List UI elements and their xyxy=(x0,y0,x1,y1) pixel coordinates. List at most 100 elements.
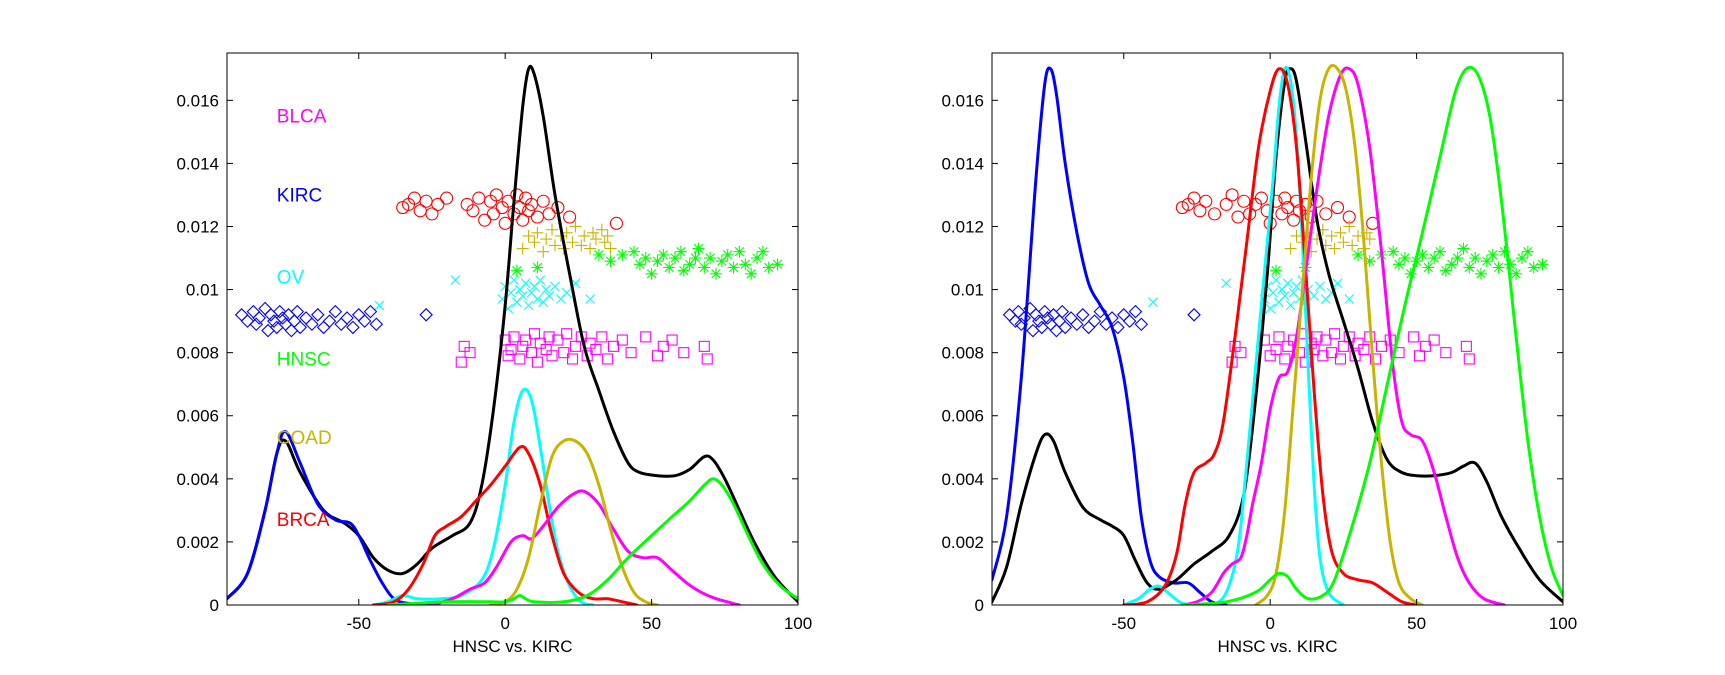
diamond-marker xyxy=(322,314,337,328)
x-marker xyxy=(1148,297,1158,308)
x-tick-label: 0 xyxy=(1265,614,1274,633)
square-marker xyxy=(1463,353,1475,365)
y-tick-label: 0.004 xyxy=(941,470,984,489)
star-marker xyxy=(1398,252,1411,265)
circle-marker xyxy=(609,216,624,230)
diamond-marker xyxy=(272,304,287,319)
star-marker xyxy=(689,252,702,265)
circle-marker xyxy=(425,207,439,221)
star-marker xyxy=(1516,252,1529,265)
square-marker xyxy=(607,340,620,352)
circle-marker xyxy=(1287,213,1301,227)
star-marker xyxy=(1475,267,1488,280)
plus-marker xyxy=(1284,242,1297,255)
star-marker xyxy=(692,242,705,255)
x-marker xyxy=(1332,278,1343,289)
square-marker xyxy=(1308,343,1320,356)
density-curve xyxy=(992,66,1228,605)
diamond-marker xyxy=(1111,320,1125,335)
x-marker xyxy=(1268,287,1278,298)
square-marker xyxy=(1419,340,1431,352)
plus-marker xyxy=(601,229,614,242)
diamond-marker xyxy=(1037,304,1052,319)
left-panel: 0 0.002 0.004 0.006 0.008 0.01 0.012 0.014 0.016… xyxy=(176,52,812,656)
x-marker xyxy=(1309,290,1319,301)
plus-marker xyxy=(528,236,541,249)
square-marker xyxy=(1428,334,1440,346)
square-marker xyxy=(625,347,637,359)
circle-marker xyxy=(542,207,556,221)
star-marker xyxy=(1498,245,1511,258)
circle-marker xyxy=(478,213,492,227)
plus-marker xyxy=(584,242,597,255)
x-tick-label: 100 xyxy=(1549,614,1577,633)
density-curve xyxy=(1180,66,1506,605)
square-marker xyxy=(596,331,608,343)
star-marker xyxy=(677,264,690,277)
square-marker xyxy=(651,350,663,362)
star-marker xyxy=(1457,242,1470,255)
square-marker xyxy=(520,334,532,346)
marker-group-diamond xyxy=(1002,301,1201,338)
plot-area xyxy=(992,63,1563,605)
star-marker xyxy=(1521,245,1534,258)
diamond-marker xyxy=(1040,311,1055,325)
star-marker xyxy=(1486,248,1499,261)
star-marker xyxy=(739,258,752,271)
axes-box xyxy=(991,52,1564,606)
y-tick-label: 0.002 xyxy=(941,533,984,552)
square-marker xyxy=(1317,350,1329,362)
y-tick-label: 0.006 xyxy=(941,407,984,426)
x-marker xyxy=(1344,294,1355,304)
square-marker xyxy=(1264,350,1276,362)
y-tick-label: 0.012 xyxy=(176,217,219,236)
density-curve xyxy=(371,445,639,605)
x-marker xyxy=(1271,275,1281,285)
density-curve xyxy=(430,489,741,605)
star-marker xyxy=(674,245,687,258)
x-marker xyxy=(1315,281,1325,292)
square-marker xyxy=(1329,328,1341,340)
x-tick-label: 0 xyxy=(500,614,509,633)
square-marker xyxy=(701,353,713,365)
square-marker xyxy=(1337,340,1349,352)
square-marker xyxy=(464,347,476,359)
star-marker xyxy=(510,264,523,277)
star-marker xyxy=(616,248,629,261)
star-marker xyxy=(1404,267,1417,280)
square-marker xyxy=(1352,337,1364,349)
diamond-marker xyxy=(340,311,354,325)
square-marker xyxy=(458,340,470,352)
circle-marker xyxy=(510,188,524,202)
star-marker xyxy=(1422,261,1435,274)
square-marker xyxy=(552,334,564,346)
plus-marker xyxy=(516,242,529,255)
circle-marker xyxy=(1319,207,1333,221)
star-marker xyxy=(1527,261,1540,274)
square-marker xyxy=(561,328,573,340)
diamond-marker xyxy=(363,304,378,319)
y-tick-label: 0.01 xyxy=(186,281,219,300)
star-marker xyxy=(1492,261,1505,274)
star-marker xyxy=(715,255,728,268)
x-marker xyxy=(541,284,552,295)
density-curve xyxy=(1180,65,1563,605)
star-marker xyxy=(669,252,682,265)
density-curve xyxy=(1122,67,1419,605)
x-marker xyxy=(450,275,461,285)
circle-marker xyxy=(489,188,503,202)
square-marker xyxy=(534,337,546,349)
y-tick-label: 0.01 xyxy=(951,281,984,300)
diamond-marker xyxy=(357,314,372,328)
square-marker xyxy=(543,331,555,343)
plot-area xyxy=(227,64,798,605)
star-marker xyxy=(745,267,758,280)
x-tick-label: 50 xyxy=(642,614,661,633)
star-marker xyxy=(1352,248,1365,261)
x-axis-label: HNSC vs. KIRC xyxy=(1218,637,1338,656)
square-marker xyxy=(1440,347,1452,359)
y-tick-label: 0.008 xyxy=(941,344,984,363)
x-marker xyxy=(520,278,531,289)
star-marker xyxy=(663,261,676,274)
star-marker xyxy=(1439,264,1452,277)
